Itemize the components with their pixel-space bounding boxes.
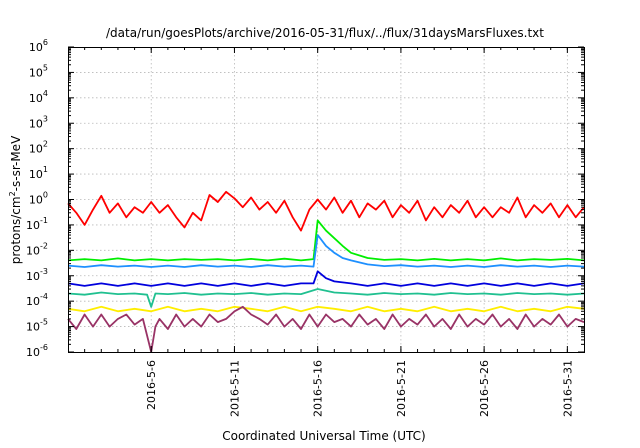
y-tick-label: 103 xyxy=(29,114,48,130)
y-axis-label-sup: 2 xyxy=(8,191,17,196)
x-tick-label: 2016-5-6 xyxy=(145,360,158,410)
y-tick-label: 10-2 xyxy=(26,241,48,257)
y-tick-label: 106 xyxy=(29,38,48,54)
series-line-4 xyxy=(67,270,585,287)
y-tick-label: 10-1 xyxy=(26,216,48,232)
chart-title: /data/run/goesPlots/archive/2016-05-31/f… xyxy=(106,26,544,40)
y-tick-label: 10-5 xyxy=(26,318,48,334)
plot-frame xyxy=(68,47,585,353)
x-tick-label: 2016-5-31 xyxy=(561,360,574,417)
y-tick-label: 105 xyxy=(29,63,48,79)
y-tick-label: 10-6 xyxy=(26,343,48,359)
y-axis-label-suffix: -s-sr-MeV xyxy=(9,135,23,191)
y-tick-label: 100 xyxy=(29,191,48,207)
x-tick-label: 2016-5-11 xyxy=(228,360,241,417)
y-tick-label: 102 xyxy=(29,140,48,156)
x-tick-label: 2016-5-26 xyxy=(478,360,491,417)
y-tick-label: 10-4 xyxy=(26,292,48,308)
x-axis-label: Coordinated Universal Time (UTC) xyxy=(222,429,425,443)
x-tick-label: 2016-5-21 xyxy=(395,360,408,417)
x-axis-ticks: 2016-5-6 2016-5-11 2016-5-16 2016-5-21 2016-… xyxy=(84,47,574,417)
series-line-5 xyxy=(67,288,585,308)
series-line-7 xyxy=(67,305,585,353)
y-tick-label: 101 xyxy=(29,165,48,181)
series-group xyxy=(67,190,585,353)
y-axis-label-prefix: protons/cm xyxy=(9,196,23,264)
series-line-1 xyxy=(67,190,585,232)
y-axis-label: protons/cm2-s-sr-MeV xyxy=(8,135,23,264)
y-axis-ticks: 10-6 10-5 10-4 10-3 10-2 10-1 100 101 102 103 104 1… xyxy=(26,38,584,359)
series-line-3 xyxy=(67,234,585,268)
y-tick-label: 104 xyxy=(29,89,48,105)
x-tick-label: 2016-5-16 xyxy=(312,360,325,417)
y-tick-label: 10-3 xyxy=(26,267,48,283)
series-line-6 xyxy=(67,305,585,313)
series-line-2 xyxy=(67,219,585,262)
grid xyxy=(68,47,584,352)
